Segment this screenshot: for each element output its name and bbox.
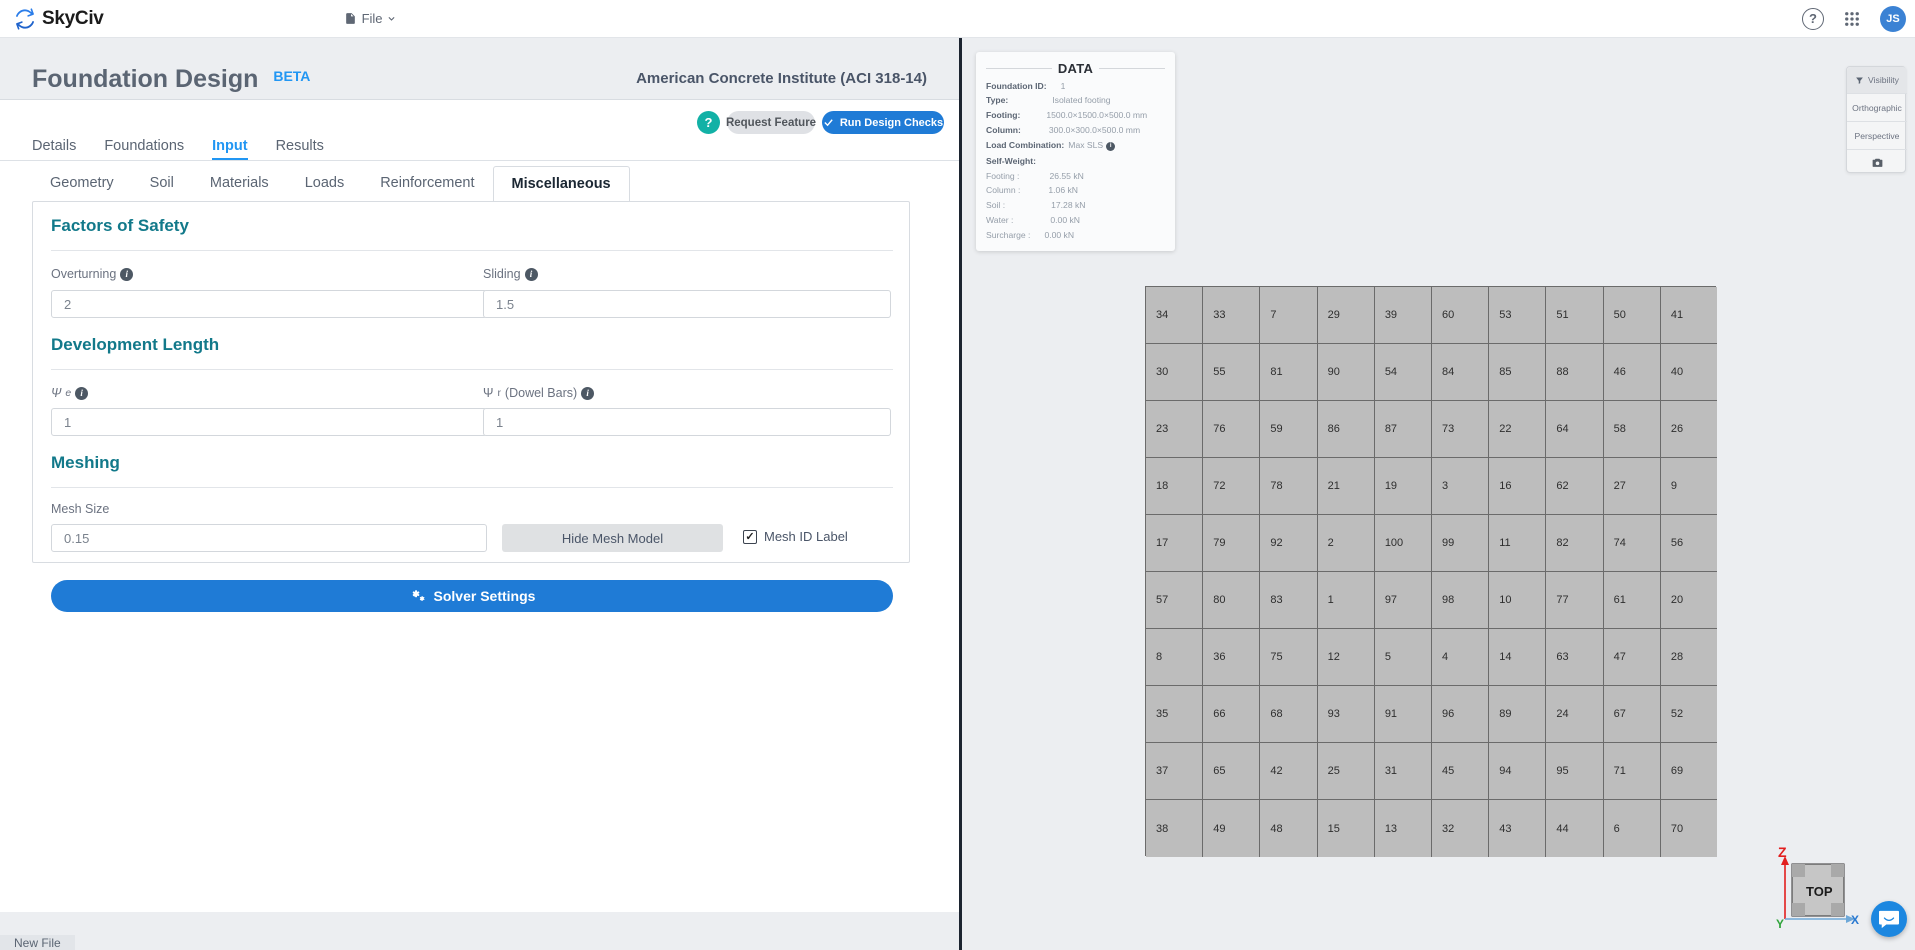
svg-text:X: X bbox=[1851, 913, 1859, 927]
svg-text:TOP: TOP bbox=[1806, 884, 1833, 899]
svg-text:Y: Y bbox=[1776, 917, 1784, 931]
